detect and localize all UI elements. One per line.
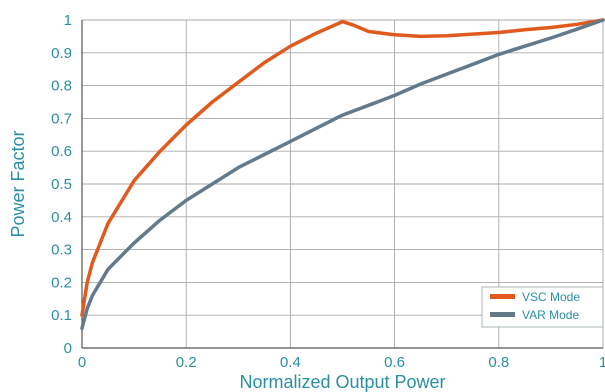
x-tick-label: 0.6 <box>384 354 405 371</box>
legend-label-vsc: VSC Mode <box>522 290 580 304</box>
x-tick-label: 1 <box>599 354 605 371</box>
series-line-var <box>80 18 605 331</box>
y-tick-label: 0 <box>64 340 72 357</box>
legend-box <box>481 286 604 328</box>
x-axis-title: Normalized Output Power <box>239 372 445 392</box>
y-tick-label: 0.8 <box>51 78 72 95</box>
y-tick-label: 0.6 <box>51 143 72 160</box>
y-tick-label: 0.5 <box>51 176 72 193</box>
axes <box>81 20 603 349</box>
x-tick-label: 0.2 <box>176 354 197 371</box>
y-tick-label: 0.3 <box>51 242 72 259</box>
tick-labels: 0 0.2 0.4 0.6 0.8 1 0 0.1 0.2 0.3 0.4 0.5 0.6 0.7 0.8 0… <box>51 12 605 371</box>
legend-label-var: VAR Mode <box>522 308 579 322</box>
y-tick-label: 0.4 <box>51 209 72 226</box>
y-tick-label: 0.2 <box>51 274 72 291</box>
legend-swatch-var <box>490 312 515 317</box>
y-tick-label: 0.9 <box>51 45 72 62</box>
y-axis-title: Power Factor <box>8 130 28 237</box>
y-tick-label: 0.7 <box>51 110 72 127</box>
y-tick-label: 1 <box>64 12 72 29</box>
legend: VSC Mode VAR Mode <box>481 286 604 328</box>
legend-swatch-vsc <box>490 294 515 299</box>
series-lines <box>80 18 605 331</box>
x-tick-label: 0.4 <box>280 354 301 371</box>
grid <box>82 19 604 348</box>
series-line-vsc <box>80 18 605 317</box>
x-tick-label: 0.8 <box>488 354 509 371</box>
x-tick-label: 0 <box>78 354 86 371</box>
y-tick-label: 0.1 <box>51 307 72 324</box>
